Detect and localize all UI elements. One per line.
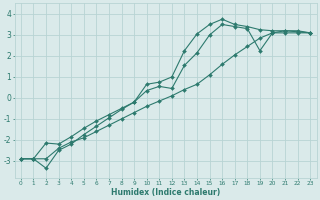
X-axis label: Humidex (Indice chaleur): Humidex (Indice chaleur) xyxy=(111,188,220,197)
